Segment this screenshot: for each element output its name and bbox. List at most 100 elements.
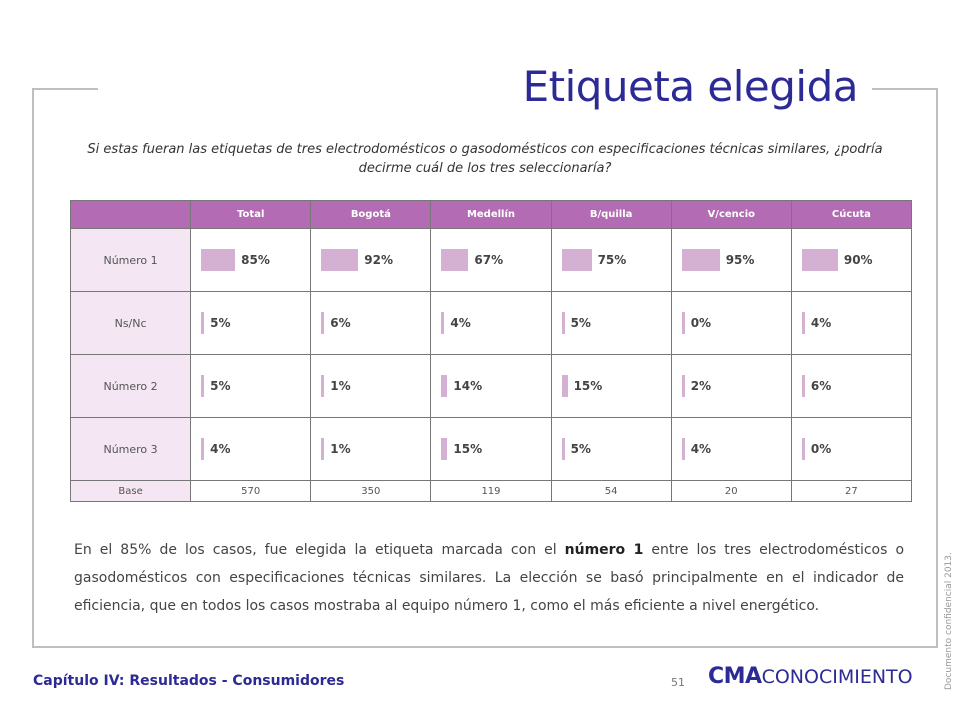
value-label: 1%: [330, 442, 351, 456]
column-header: B/quilla: [550, 200, 672, 229]
value-bar: [801, 249, 838, 271]
value-label: 5%: [570, 442, 591, 456]
value-label: 92%: [364, 253, 394, 267]
table-row: Número 3 4% 1% 15% 5% 4% 0%: [69, 417, 913, 481]
value-label: 67%: [474, 253, 504, 267]
value-bar: [681, 375, 685, 397]
confidential-note: Documento confidencial 2013.: [944, 552, 954, 690]
value-label: 6%: [330, 316, 351, 330]
value-cell: 5%: [550, 291, 672, 355]
value-bar: [201, 249, 236, 271]
value-label: 4%: [450, 316, 471, 330]
frame-right: [936, 88, 938, 648]
value-bar: [801, 438, 805, 460]
value-cell: 4%: [430, 291, 552, 355]
value-cell: 75%: [550, 228, 672, 292]
value-cell: 4%: [190, 417, 312, 481]
table-header-row: Total Bogotá Medellín B/quilla V/cencio …: [69, 200, 913, 229]
value-cell: 95%: [670, 228, 792, 292]
logo-strong: CMA: [708, 664, 762, 689]
row-label: Ns/Nc: [69, 291, 192, 355]
value-label: 75%: [597, 253, 627, 267]
value-cell: 4%: [670, 417, 792, 481]
value-bar: [681, 438, 685, 460]
value-bar: [201, 312, 205, 334]
value-cell: 14%: [430, 354, 552, 418]
value-cell: 4%: [790, 291, 913, 355]
summary-text-end: entre los tres electrodomésticos o gasod…: [74, 542, 905, 614]
value-cell: 5%: [550, 417, 672, 481]
value-label: 85%: [241, 253, 270, 267]
table-row: Número 1 85% 92% 67% 75% 95% 90%: [69, 228, 913, 292]
frame-bottom: [32, 646, 938, 648]
column-header: Cúcuta: [790, 200, 913, 229]
summary-emphasis: número 1: [564, 542, 644, 558]
value-label: 15%: [573, 379, 603, 393]
value-bar: [681, 249, 720, 271]
row-label: Número 1: [69, 228, 192, 292]
base-value: 54: [550, 480, 672, 502]
value-bar: [681, 312, 685, 334]
value-label: 5%: [570, 316, 591, 330]
value-bar: [321, 249, 359, 271]
value-bar: [561, 249, 592, 271]
results-table: Total Bogotá Medellín B/quilla V/cencio …: [69, 200, 913, 502]
value-cell: 85%: [190, 228, 312, 292]
value-cell: 67%: [430, 228, 552, 292]
value-bar: [201, 438, 205, 460]
value-label: 6%: [810, 379, 832, 393]
summary-paragraph: En el 85% de los casos, fue elegida la e…: [74, 536, 904, 620]
table-row: Ns/Nc 5% 6% 4% 5% 0% 4%: [69, 291, 913, 355]
value-bar: [201, 375, 205, 397]
header-blank: [69, 200, 192, 229]
value-cell: 90%: [790, 228, 913, 292]
value-cell: 1%: [310, 417, 432, 481]
value-label: 95%: [725, 253, 755, 267]
column-header: Total: [190, 200, 312, 229]
page-title: Etiqueta elegida: [518, 62, 862, 111]
page-number: 51: [671, 676, 685, 689]
logo-light: CONOCIMIENTO: [761, 666, 913, 688]
value-cell: 0%: [670, 291, 792, 355]
value-bar: [321, 438, 325, 460]
company-logo: CMACONOCIMIENTO: [708, 664, 913, 689]
chapter-label: Capítulo IV: Resultados - Consumidores: [33, 673, 345, 689]
value-label: 5%: [210, 316, 231, 330]
value-bar: [561, 438, 565, 460]
value-cell: 15%: [430, 417, 552, 481]
value-label: 5%: [210, 379, 231, 393]
value-cell: 5%: [190, 354, 312, 418]
value-label: 14%: [453, 379, 483, 393]
base-label: Base: [69, 480, 192, 502]
value-label: 4%: [810, 316, 832, 330]
survey-question: Si estas fueran las etiquetas de tres el…: [87, 142, 883, 176]
value-bar: [441, 249, 469, 271]
table-row: Número 2 5% 1% 14% 15% 2% 6%: [69, 354, 913, 418]
row-label: Número 3: [69, 417, 192, 481]
summary-text-start: En el 85% de los casos, fue elegida la e…: [74, 542, 565, 558]
value-label: 4%: [210, 442, 231, 456]
value-bar: [441, 438, 448, 460]
value-cell: 2%: [670, 354, 792, 418]
value-label: 0%: [810, 442, 832, 456]
value-label: 4%: [690, 442, 712, 456]
value-label: 1%: [330, 379, 351, 393]
value-cell: 5%: [190, 291, 312, 355]
column-header: Bogotá: [310, 200, 432, 229]
value-label: 2%: [690, 379, 712, 393]
frame-left: [32, 88, 34, 648]
base-row: Base 570 350 119 54 20 27: [69, 480, 913, 502]
frame-top-right: [872, 88, 938, 90]
value-bar: [561, 375, 568, 397]
frame-top-left: [32, 88, 98, 90]
base-value: 570: [190, 480, 312, 502]
value-cell: 6%: [310, 291, 432, 355]
value-bar: [801, 375, 805, 397]
base-value: 27: [790, 480, 913, 502]
column-header: Medellín: [430, 200, 552, 229]
base-value: 20: [670, 480, 792, 502]
value-bar: [561, 312, 565, 334]
value-cell: 1%: [310, 354, 432, 418]
value-cell: 6%: [790, 354, 913, 418]
value-cell: 15%: [550, 354, 672, 418]
